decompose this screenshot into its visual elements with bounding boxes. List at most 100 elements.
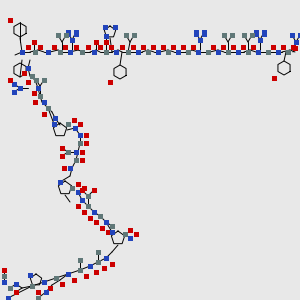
Bar bbox=[271, 44, 275, 50]
Bar bbox=[44, 290, 49, 295]
Bar bbox=[125, 50, 130, 55]
Bar bbox=[185, 50, 190, 55]
Bar bbox=[26, 44, 31, 50]
Bar bbox=[134, 232, 139, 236]
Bar bbox=[181, 44, 185, 50]
Bar bbox=[32, 100, 38, 104]
Bar bbox=[29, 74, 34, 79]
Bar bbox=[110, 224, 115, 229]
Bar bbox=[8, 286, 13, 290]
Bar bbox=[94, 269, 98, 275]
Bar bbox=[95, 250, 101, 254]
Bar bbox=[110, 230, 115, 235]
Bar bbox=[122, 232, 128, 236]
Bar bbox=[29, 284, 34, 289]
Bar bbox=[71, 118, 76, 122]
Bar bbox=[242, 32, 247, 38]
Bar bbox=[77, 257, 83, 262]
Bar bbox=[8, 77, 13, 83]
Bar bbox=[35, 290, 40, 295]
Bar bbox=[92, 188, 97, 193]
Bar bbox=[131, 32, 136, 38]
Bar bbox=[83, 140, 88, 146]
Bar bbox=[211, 44, 215, 50]
Bar bbox=[26, 65, 31, 70]
Bar bbox=[103, 34, 109, 38]
Bar bbox=[130, 44, 136, 50]
Bar bbox=[95, 260, 101, 265]
Bar bbox=[286, 50, 290, 55]
Bar bbox=[190, 44, 196, 50]
Bar bbox=[70, 185, 74, 190]
Bar bbox=[52, 116, 58, 121]
Bar bbox=[202, 32, 206, 37]
Bar bbox=[215, 50, 220, 55]
Bar bbox=[38, 44, 43, 50]
Bar bbox=[52, 122, 56, 127]
Bar bbox=[275, 50, 281, 55]
Bar bbox=[112, 25, 118, 29]
Bar bbox=[32, 91, 37, 95]
Bar bbox=[28, 272, 32, 278]
Bar bbox=[46, 106, 50, 110]
Bar bbox=[100, 226, 104, 230]
Bar bbox=[71, 278, 76, 283]
Bar bbox=[266, 50, 271, 55]
Bar bbox=[38, 94, 43, 98]
Bar bbox=[11, 89, 16, 94]
Bar bbox=[88, 215, 92, 220]
Bar bbox=[20, 50, 25, 55]
Bar bbox=[88, 263, 92, 268]
Bar bbox=[59, 281, 64, 286]
Bar bbox=[136, 50, 140, 55]
Bar bbox=[194, 32, 199, 37]
Bar bbox=[197, 38, 202, 43]
Bar bbox=[272, 76, 277, 80]
Bar bbox=[61, 166, 67, 170]
Bar bbox=[140, 44, 146, 50]
Bar bbox=[298, 32, 300, 38]
Bar bbox=[80, 197, 85, 202]
Bar bbox=[77, 140, 83, 146]
Bar bbox=[2, 268, 7, 272]
Bar bbox=[76, 203, 80, 208]
Bar bbox=[41, 77, 46, 83]
Bar bbox=[85, 44, 91, 50]
Bar bbox=[98, 44, 103, 50]
Bar bbox=[292, 46, 298, 50]
Bar bbox=[80, 158, 85, 163]
Bar bbox=[290, 32, 295, 38]
Bar bbox=[83, 133, 88, 137]
Bar bbox=[92, 50, 97, 55]
Bar bbox=[65, 32, 70, 37]
Bar bbox=[14, 290, 19, 295]
Bar bbox=[80, 188, 85, 193]
Bar bbox=[103, 220, 109, 224]
Bar bbox=[41, 280, 46, 284]
Bar bbox=[109, 44, 113, 50]
Bar bbox=[230, 32, 235, 38]
Bar bbox=[41, 112, 46, 116]
Bar bbox=[194, 29, 199, 34]
Bar bbox=[77, 133, 83, 137]
Bar bbox=[107, 80, 112, 85]
Bar bbox=[128, 227, 133, 232]
Bar bbox=[103, 50, 109, 55]
Bar bbox=[176, 50, 181, 55]
Bar bbox=[170, 44, 175, 50]
Bar bbox=[74, 44, 79, 50]
Bar bbox=[293, 40, 298, 44]
Bar bbox=[5, 296, 10, 300]
Bar bbox=[8, 77, 13, 83]
Bar bbox=[220, 44, 226, 50]
Bar bbox=[206, 50, 211, 55]
Bar bbox=[196, 50, 200, 55]
Bar bbox=[151, 44, 155, 50]
Bar bbox=[32, 50, 38, 55]
Bar bbox=[32, 40, 37, 44]
Bar bbox=[124, 32, 128, 38]
Bar bbox=[74, 32, 79, 37]
Bar bbox=[103, 25, 107, 29]
Bar bbox=[58, 179, 62, 184]
Bar bbox=[17, 85, 22, 91]
